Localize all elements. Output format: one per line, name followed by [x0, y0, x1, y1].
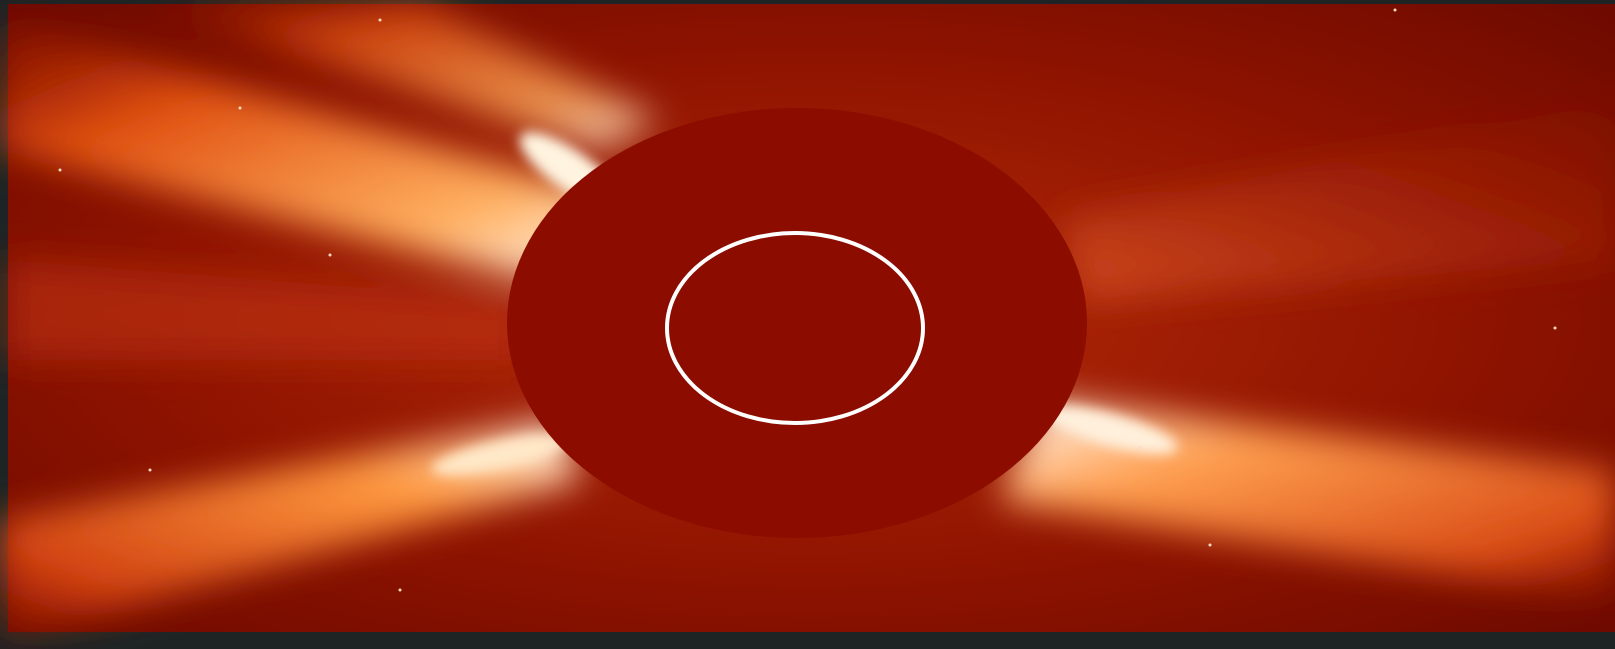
- occulter-disk: [507, 108, 1087, 538]
- bright-core: [431, 435, 569, 475]
- bright-core: [1042, 406, 1178, 454]
- star: [148, 468, 152, 472]
- streamer-upper-right: [1060, 100, 1615, 300]
- star: [1553, 326, 1557, 330]
- stars: [58, 8, 1557, 592]
- streamer-left: [8, 260, 520, 360]
- sun-outline: [665, 231, 925, 425]
- star: [1208, 543, 1212, 547]
- star: [238, 106, 242, 110]
- streamer-upper-left-top: [150, 4, 660, 150]
- star: [1393, 8, 1397, 12]
- star: [398, 588, 402, 592]
- streamer-upper-left: [0, 20, 620, 280]
- star: [328, 253, 332, 257]
- star: [58, 168, 62, 172]
- star: [378, 18, 382, 22]
- star: [1138, 446, 1142, 450]
- streamer-lower-left: [0, 420, 580, 640]
